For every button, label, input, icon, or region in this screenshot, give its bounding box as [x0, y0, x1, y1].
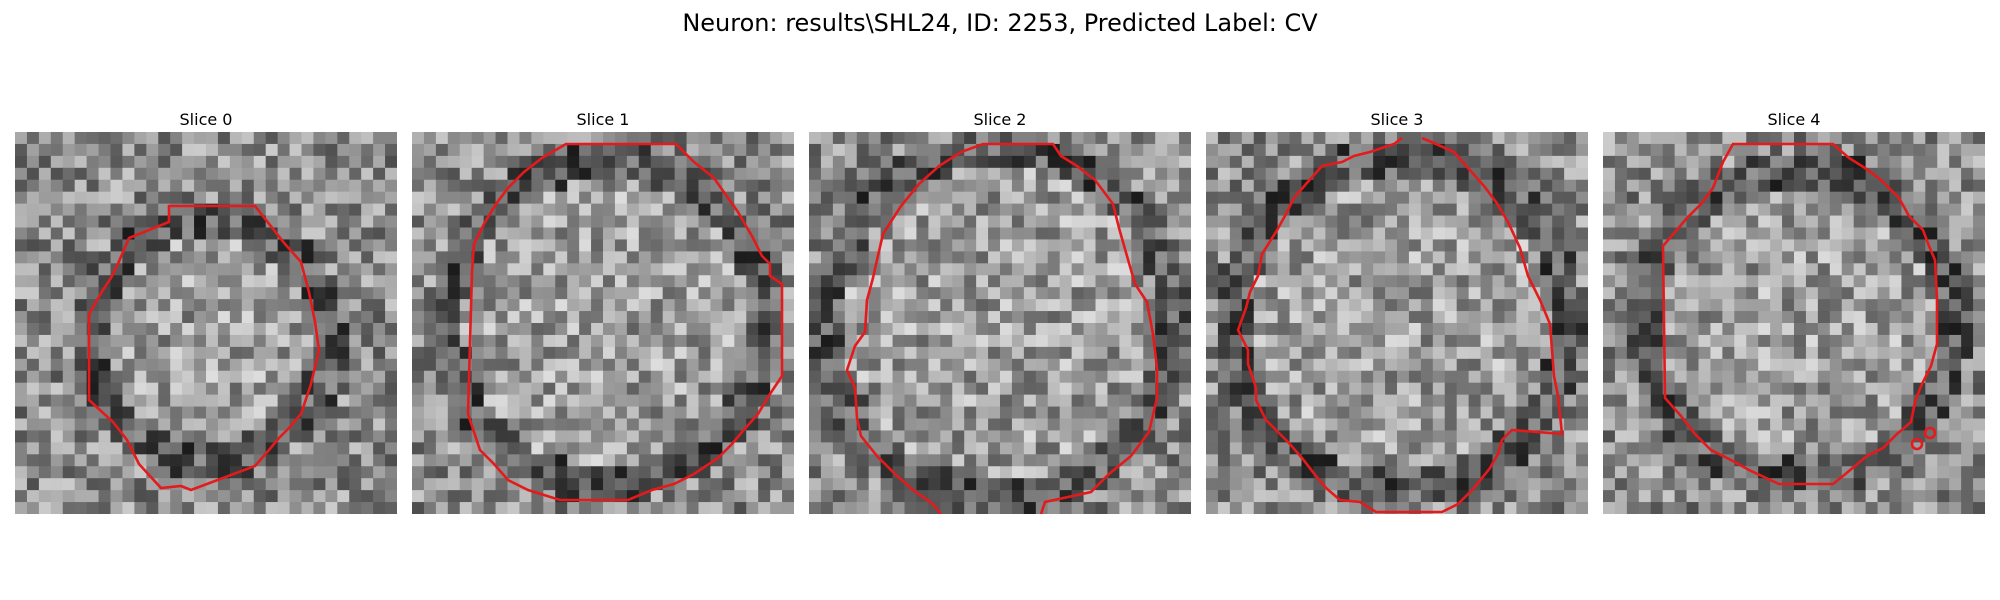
pixel-grid [1603, 132, 1985, 514]
slice-title: Slice 0 [179, 110, 233, 129]
contour-marker [1910, 437, 1924, 451]
slice-panel-3: Slice 3 [1206, 108, 1588, 514]
slice-panel-2: Slice 2 [809, 108, 1191, 514]
slice-image [809, 132, 1191, 514]
slice-title: Slice 4 [1767, 110, 1821, 129]
cell-contour [1661, 142, 1939, 486]
pixel-grid [809, 132, 1191, 514]
slice-title: Slice 1 [576, 110, 630, 129]
cell-contour [466, 142, 784, 502]
slice-title: Slice 2 [973, 110, 1027, 129]
slice-image [412, 132, 794, 514]
slice-image [1603, 132, 1985, 514]
pixel-grid [412, 132, 794, 514]
slice-image [15, 132, 397, 514]
slice-title: Slice 3 [1370, 110, 1424, 129]
slice-panel-1: Slice 1 [412, 108, 794, 514]
pixel-grid [1206, 132, 1588, 514]
slice-panel-0: Slice 0 [15, 108, 397, 514]
cell-contour [1236, 136, 1564, 514]
cell-contour [87, 204, 321, 492]
slice-image [1206, 132, 1588, 514]
figure-title: Neuron: results\SHL24, ID: 2253, Predict… [682, 9, 1318, 37]
cell-contour [845, 142, 1159, 514]
slice-panel-4: Slice 4 [1603, 108, 1985, 514]
pixel-grid [15, 132, 397, 514]
contour-marker [1923, 426, 1937, 440]
